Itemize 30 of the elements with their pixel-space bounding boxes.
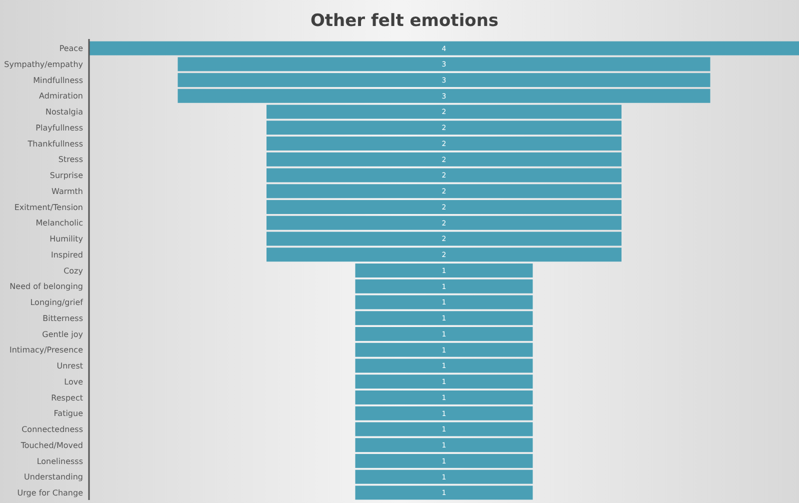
category-label: Cozy bbox=[64, 266, 84, 276]
category-label: Peace bbox=[59, 44, 84, 54]
category-label: Lonelinesss bbox=[36, 456, 83, 466]
category-label: Bitterness bbox=[42, 314, 83, 323]
category-label: Fatigue bbox=[54, 409, 84, 418]
category-label: Thankfullness bbox=[26, 139, 83, 148]
category-label: Intimacy/Presence bbox=[9, 346, 84, 355]
category-label: Admiration bbox=[39, 92, 83, 101]
category-label: Touched/Moved bbox=[20, 440, 83, 450]
category-label: Respect bbox=[51, 393, 83, 402]
category-label: Nostalgia bbox=[45, 108, 84, 117]
category-label: Humility bbox=[50, 234, 84, 244]
category-label: Inspired bbox=[50, 250, 83, 260]
category-label: Connectedness bbox=[22, 425, 83, 434]
category-label: Stress bbox=[58, 155, 83, 164]
category-label: Sympathy/empathy bbox=[4, 60, 84, 69]
text: Other felt emotions bbox=[310, 11, 499, 31]
category-label: Unrest bbox=[56, 362, 83, 371]
category-label: Surprise bbox=[50, 171, 84, 180]
category-label: Melancholic bbox=[36, 218, 83, 228]
category-label: Warmth bbox=[52, 186, 83, 196]
category-label: Need of belonging bbox=[10, 282, 83, 292]
category-label: Mindfullness bbox=[33, 76, 83, 85]
category-label: Playfullness bbox=[36, 123, 83, 132]
category-label: Understanding bbox=[24, 472, 83, 482]
category-label: Longing/grief bbox=[30, 298, 84, 308]
category-label: Gentle joy bbox=[42, 330, 84, 339]
category-label: Urge for Change bbox=[17, 488, 84, 498]
category-label: Exitment/Tension bbox=[14, 202, 83, 212]
category-label: Love bbox=[64, 377, 84, 386]
